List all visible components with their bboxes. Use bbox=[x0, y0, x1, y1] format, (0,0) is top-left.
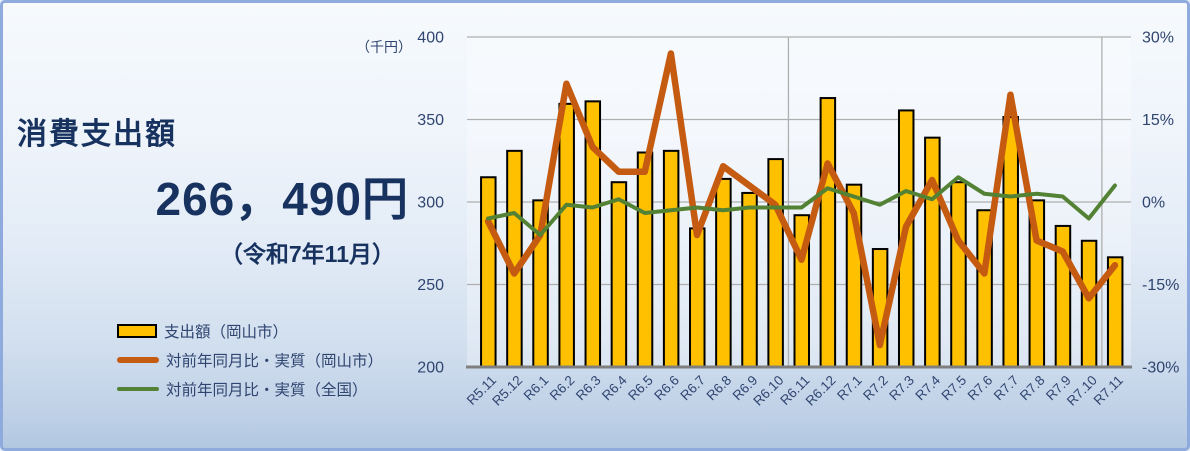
left-axis-tick: 300 bbox=[417, 195, 444, 212]
x-axis-tick: R5.12 bbox=[489, 373, 525, 409]
right-axis-labels: 30% 15% 0% -15% -30% bbox=[1142, 30, 1179, 377]
x-axis-tick: R7.2 bbox=[860, 373, 891, 404]
right-axis-tick: -30% bbox=[1142, 360, 1179, 377]
left-axis-tick: 400 bbox=[417, 30, 444, 47]
left-axis-labels: 400 350 300 250 200 bbox=[417, 30, 444, 377]
x-axis-tick: R7.10 bbox=[1064, 373, 1100, 409]
right-axis-tick: 0% bbox=[1142, 195, 1165, 212]
x-axis-tick: R6.8 bbox=[703, 373, 734, 404]
left-axis-tick: 350 bbox=[417, 112, 444, 129]
legend-label: 対前年同月比・実質（全国） bbox=[166, 381, 368, 399]
legend-label: 支出額（岡山市） bbox=[164, 323, 289, 341]
okayama-line-swatch-icon bbox=[117, 356, 159, 363]
x-axis-tick: R6.12 bbox=[803, 373, 839, 409]
bar bbox=[924, 136, 941, 368]
x-axis-tick: R7.5 bbox=[939, 373, 970, 404]
bar bbox=[1080, 239, 1098, 368]
headline-amount: 266，490円 bbox=[155, 173, 409, 225]
x-axis-tick: R7.4 bbox=[912, 372, 943, 403]
x-axis-tick: R6.3 bbox=[573, 373, 604, 404]
x-axis-tick: R6.5 bbox=[625, 373, 656, 404]
bar bbox=[715, 177, 732, 368]
headline: 消費支出額 266，490円 （令和7年11月） bbox=[17, 109, 409, 269]
x-axis-tick: R6.10 bbox=[750, 373, 786, 409]
x-axis-tick: R7.6 bbox=[965, 373, 996, 404]
right-axis-tick: -15% bbox=[1142, 277, 1179, 294]
bar bbox=[480, 176, 497, 368]
expenditure-combo-chart: 400 350 300 250 200 30% 15% 0% -15% -30% （千円） R5.11… bbox=[356, 30, 1179, 409]
x-axis-tick: R6.7 bbox=[677, 373, 708, 404]
headline-period: （令和7年11月） bbox=[219, 241, 395, 267]
legend-label: 対前年同月比・実質（岡山市） bbox=[166, 352, 384, 370]
x-axis-tick: R7.8 bbox=[1017, 373, 1048, 404]
x-axis-labels: R5.11R5.12R6.1R6.2R6.3R6.4R6.5R6.6R6.7R6… bbox=[464, 372, 1126, 408]
x-axis-tick: R7.3 bbox=[886, 373, 917, 404]
right-axis-tick: 30% bbox=[1142, 30, 1174, 47]
left-axis-tick: 200 bbox=[417, 360, 444, 377]
bar bbox=[662, 149, 680, 368]
national-yoy-line bbox=[486, 175, 1117, 237]
x-axis-tick: R6.1 bbox=[521, 373, 552, 404]
x-axis-tick: R6.6 bbox=[651, 373, 682, 404]
legend-item-yoy-okayama: 対前年同月比・実質（岡山市） bbox=[117, 351, 384, 370]
legend-item-yoy-national: 対前年同月比・実質（全国） bbox=[117, 380, 383, 399]
bar bbox=[950, 181, 967, 368]
x-axis-tick: R7.7 bbox=[991, 373, 1022, 404]
right-axis-tick: 15% bbox=[1142, 112, 1174, 129]
bar bbox=[636, 151, 654, 368]
bar bbox=[558, 102, 575, 368]
bar bbox=[610, 181, 628, 368]
legend-item-expenditure: 支出額（岡山市） bbox=[117, 322, 383, 341]
headline-title: 消費支出額 bbox=[17, 118, 177, 151]
national-line-swatch-icon bbox=[117, 386, 159, 391]
x-axis-tick: R7.1 bbox=[834, 373, 865, 404]
bar bbox=[819, 97, 837, 369]
bar bbox=[689, 227, 706, 368]
bar bbox=[767, 158, 784, 368]
bar-series-swatch-icon bbox=[117, 323, 157, 338]
left-axis-tick: 250 bbox=[417, 277, 444, 294]
okayama-yoy-line bbox=[484, 50, 1119, 349]
chart-legend: 支出額（岡山市） 対前年同月比・実質（岡山市） 対前年同月比・実質（全国） bbox=[117, 322, 383, 409]
bar bbox=[1002, 116, 1019, 369]
x-axis-tick: R7.11 bbox=[1091, 373, 1126, 408]
left-axis-unit-label: （千円） bbox=[356, 39, 412, 55]
x-axis-tick: R6.4 bbox=[599, 372, 630, 403]
x-axis-tick: R6.2 bbox=[547, 373, 578, 404]
bar bbox=[741, 191, 758, 368]
